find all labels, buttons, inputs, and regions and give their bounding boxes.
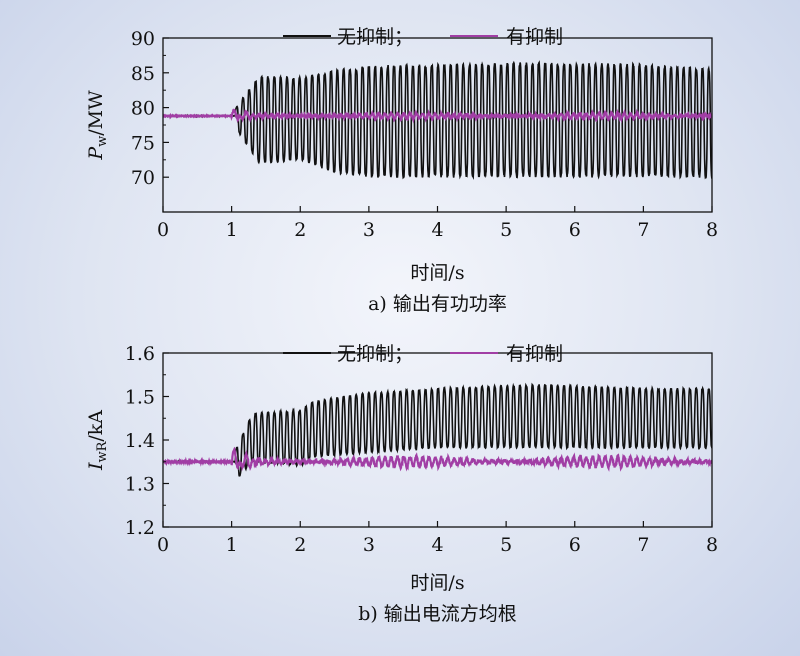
series-with-control-line — [163, 108, 712, 124]
y-tick-label: 90 — [131, 28, 155, 50]
y-tick-label: 1.3 — [125, 474, 155, 496]
x-tick-label: 5 — [500, 534, 512, 556]
x-tick-label: 5 — [500, 219, 512, 241]
y-tick-label: 70 — [131, 167, 155, 189]
panel-b-rms-current: 0 1 2 3 4 5 6 7 8 1.2 1.3 1.4 1.5 1.6 无抑制； 有抑制 时间/s I… — [85, 343, 718, 625]
x-tick-label: 3 — [363, 219, 375, 241]
y-tick-label: 80 — [131, 98, 155, 120]
panel-b-caption: b) 输出电流方均根 — [358, 603, 517, 625]
x-tick-label: 8 — [706, 534, 718, 556]
panel-b-y-axis-unit: /kA — [85, 410, 107, 442]
panel-a-legend: 无抑制； 有抑制 — [283, 26, 563, 48]
panel-b-y-axis-symbol: I — [85, 462, 107, 471]
panel-a-y-axis-symbol: P — [85, 146, 107, 161]
legend-with-control-label: 有抑制 — [506, 343, 563, 365]
panel-a-x-axis-title: 时间/s — [410, 262, 464, 284]
legend-no-control-label: 无抑制； — [337, 343, 413, 365]
x-tick-label: 2 — [294, 219, 306, 241]
x-tick-label: 0 — [157, 219, 169, 241]
x-tick-label: 6 — [569, 219, 581, 241]
panel-b-y-axis-title: IwR/kA — [85, 410, 110, 471]
panel-a-caption: a) 输出有功功率 — [368, 293, 507, 315]
panel-a-y-axis-title: Pw/MW — [85, 90, 110, 161]
x-tick-label: 3 — [363, 534, 375, 556]
y-tick-label: 1.4 — [125, 430, 155, 452]
series-with-control-line — [163, 446, 712, 472]
y-tick-label: 85 — [131, 63, 155, 85]
panel-b-legend: 无抑制； 有抑制 — [283, 343, 563, 365]
panel-b-x-axis-title: 时间/s — [410, 572, 464, 594]
panel-a-y-axis-unit: /MW — [85, 90, 107, 136]
legend-no-control-label: 无抑制； — [337, 26, 413, 48]
series-no-control-line — [163, 382, 712, 477]
y-tick-label: 1.2 — [125, 517, 155, 539]
y-tick-label: 1.5 — [125, 387, 155, 409]
x-tick-label: 6 — [569, 534, 581, 556]
x-tick-label: 7 — [637, 219, 649, 241]
x-tick-label: 1 — [226, 534, 238, 556]
panel-a-y-axis-subscript: w — [95, 136, 110, 147]
x-tick-label: 4 — [431, 219, 443, 241]
x-tick-label: 4 — [431, 534, 443, 556]
x-tick-label: 2 — [294, 534, 306, 556]
panel-b-y-axis-subscript: wR — [95, 440, 110, 462]
y-tick-label: 1.6 — [125, 343, 155, 365]
x-tick-label: 8 — [706, 219, 718, 241]
x-tick-label: 7 — [637, 534, 649, 556]
x-tick-label: 0 — [157, 534, 169, 556]
series-no-control-line — [163, 60, 712, 181]
y-tick-label: 75 — [131, 132, 155, 154]
x-tick-label: 1 — [226, 219, 238, 241]
legend-with-control-label: 有抑制 — [506, 26, 563, 48]
